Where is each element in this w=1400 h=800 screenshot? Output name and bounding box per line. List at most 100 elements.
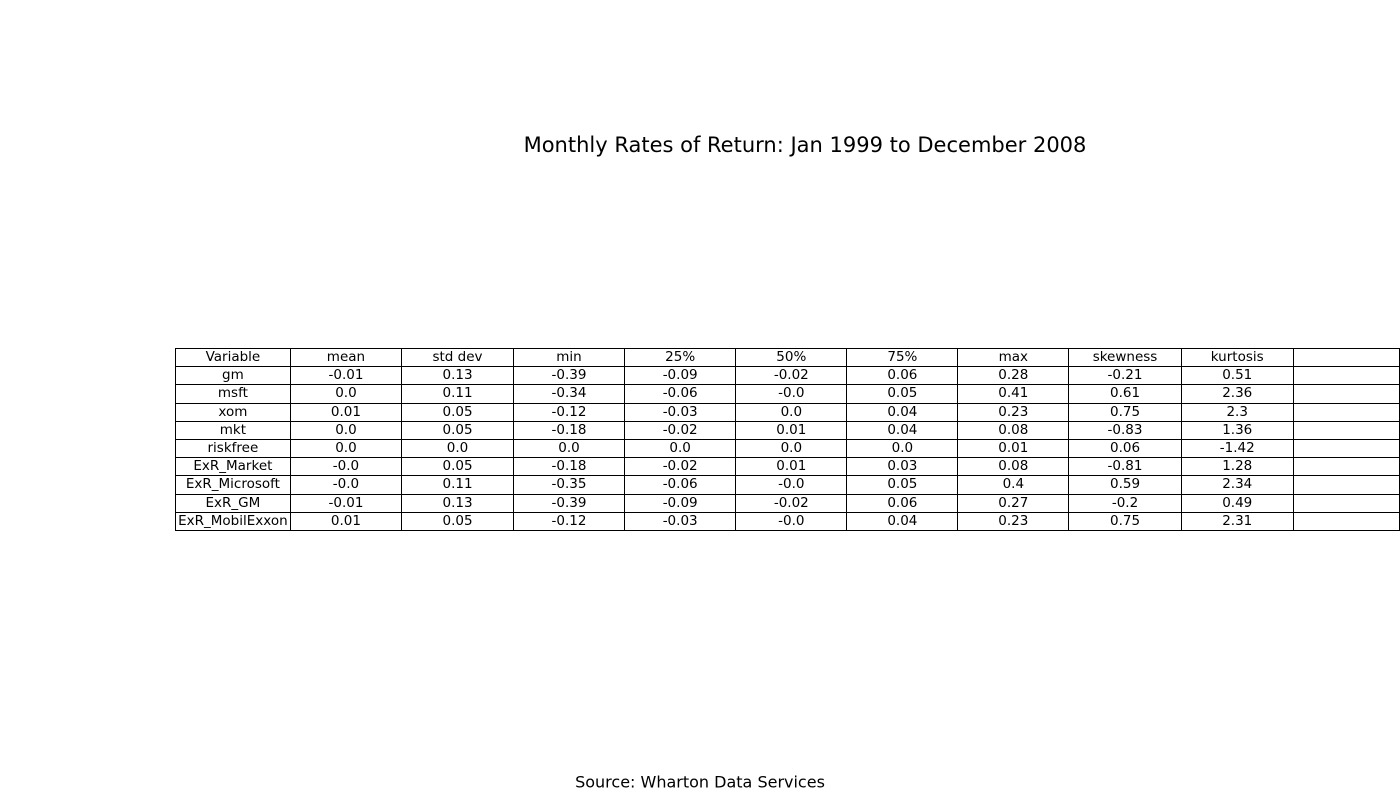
table-cell: 0.05: [846, 475, 959, 495]
table-cell: 0.0: [289, 384, 403, 404]
table-cell: -0.81: [1068, 457, 1182, 477]
table-cell: 2.3: [1180, 402, 1294, 422]
row-label-cell: ExR_Microsoft: [175, 475, 291, 495]
row-label-cell: mkt: [175, 420, 291, 440]
row-label-cell: ExR_GM: [175, 493, 291, 513]
table-cell: -0.0: [735, 475, 848, 495]
table-cell: 0.59: [1068, 475, 1182, 495]
table-cell: 0.01: [735, 420, 848, 440]
column-header-cell: 75%: [846, 348, 959, 368]
table-cell: 0.11: [401, 475, 514, 495]
table-cell: 0.27: [957, 493, 1070, 513]
table-cell: 0.05: [401, 511, 514, 531]
table-row: ExR_Microsoft -0.0 0.11 -0.35 -0.06 -0.0 0.05 0…: [175, 475, 1400, 495]
table-cell: -0.35: [512, 475, 626, 495]
source-note: Source: Wharton Data Services: [575, 772, 825, 792]
table-cell: 0.41: [957, 384, 1070, 404]
table-cell: [1292, 420, 1400, 440]
table-cell: 0.04: [846, 420, 959, 440]
table-row: gm -0.01 0.13 -0.39 -0.09 -0.02 0.06 0.28 -0.21 0…: [175, 366, 1400, 386]
table-row: ExR_MobilExxon 0.01 0.05 -0.12 -0.03 -0.0 0.04…: [175, 511, 1400, 531]
table-cell: [1292, 475, 1400, 495]
table-cell: -0.02: [624, 420, 737, 440]
table-cell: 0.01: [289, 402, 403, 422]
table-row: mkt 0.0 0.05 -0.18 -0.02 0.01 0.04 0.08 -0.83 1.3…: [175, 420, 1400, 440]
table-cell: 0.08: [957, 420, 1070, 440]
table-cell: 0.75: [1068, 402, 1182, 422]
table-cell: 0.06: [846, 493, 959, 513]
table-cell: 0.05: [846, 384, 959, 404]
table-cell: [1292, 511, 1400, 531]
table-cell: -0.09: [624, 493, 737, 513]
table-cell: 0.11: [401, 384, 514, 404]
table-cell: -0.18: [512, 420, 626, 440]
table-cell: -0.06: [624, 384, 737, 404]
column-header-cell: Variable: [175, 348, 291, 368]
column-header-cell: std dev: [401, 348, 514, 368]
column-header-cell: 50%: [735, 348, 848, 368]
table-cell: 1.28: [1180, 457, 1294, 477]
table-cell: 0.0: [512, 438, 626, 459]
table-cell: 0.51: [1180, 366, 1294, 386]
column-header-cell: skewness: [1068, 348, 1182, 368]
table-cell: -0.0: [289, 475, 403, 495]
table-cell: -0.12: [512, 402, 626, 422]
table-cell: 0.06: [1068, 438, 1182, 459]
row-label-cell: ExR_Market: [175, 457, 291, 477]
table-cell: 0.0: [401, 438, 514, 459]
table-cell: -1.42: [1180, 438, 1294, 459]
table-cell: -0.01: [289, 366, 403, 386]
table-cell: 0.49: [1180, 493, 1294, 513]
table-cell: 2.34: [1180, 475, 1294, 495]
table-cell: -0.12: [512, 511, 626, 531]
table-cell: 0.4: [957, 475, 1070, 495]
table-cell: -0.09: [624, 366, 737, 386]
statistics-table-container: Variable mean std dev min 25% 50% 75% max skewne…: [175, 348, 1400, 532]
table-cell: -0.0: [735, 511, 848, 531]
table-cell: [1292, 457, 1400, 477]
table-cell: -0.01: [289, 493, 403, 513]
table-cell: 0.04: [846, 402, 959, 422]
table-cell: [1292, 402, 1400, 422]
table-row: ExR_Market -0.0 0.05 -0.18 -0.02 0.01 0.03 0.08…: [175, 457, 1400, 477]
table-cell: 1.36: [1180, 420, 1294, 440]
column-header-cell: [1292, 348, 1400, 368]
table-cell: [1292, 493, 1400, 513]
table-cell: -0.18: [512, 457, 626, 477]
table-cell: 0.0: [289, 438, 403, 459]
row-label-cell: riskfree: [175, 438, 291, 459]
table-cell: 0.06: [846, 366, 959, 386]
table-cell: 0.0: [846, 438, 959, 459]
table-cell: 0.03: [846, 457, 959, 477]
table-row: riskfree 0.0 0.0 0.0 0.0 0.0 0.0 0.01 0.06 -1.42: [175, 438, 1400, 459]
table-cell: -0.0: [289, 457, 403, 477]
table-cell: -0.34: [512, 384, 626, 404]
column-header-cell: 25%: [624, 348, 737, 368]
table-cell: -0.21: [1068, 366, 1182, 386]
column-header-cell: kurtosis: [1180, 348, 1294, 368]
table-cell: -0.03: [624, 402, 737, 422]
table-cell: 0.05: [401, 402, 514, 422]
table-cell: 0.61: [1068, 384, 1182, 404]
table-cell: 2.36: [1180, 384, 1294, 404]
table-cell: -0.02: [735, 493, 848, 513]
statistics-table: Variable mean std dev min 25% 50% 75% max skewne…: [175, 348, 1400, 531]
chart-title: Monthly Rates of Return: Jan 1999 to Dec…: [523, 133, 1087, 157]
statistics-table-body: Variable mean std dev min 25% 50% 75% max skewne…: [175, 348, 1400, 531]
table-cell: 0.13: [401, 493, 514, 513]
table-cell: 0.0: [735, 402, 848, 422]
table-cell: -0.39: [512, 493, 626, 513]
table-cell: 0.0: [735, 438, 848, 459]
table-cell: 0.01: [957, 438, 1070, 459]
row-label-cell: msft: [175, 384, 291, 404]
table-cell: -0.39: [512, 366, 626, 386]
table-cell: 0.08: [957, 457, 1070, 477]
table-cell: -0.03: [624, 511, 737, 531]
table-cell: -0.83: [1068, 420, 1182, 440]
table-cell: 0.01: [289, 511, 403, 531]
table-cell: 0.28: [957, 366, 1070, 386]
table-row: xom 0.01 0.05 -0.12 -0.03 0.0 0.04 0.23 0.75 2.3: [175, 402, 1400, 422]
table-cell: 0.05: [401, 420, 514, 440]
table-cell: 0.75: [1068, 511, 1182, 531]
table-cell: 2.31: [1180, 511, 1294, 531]
